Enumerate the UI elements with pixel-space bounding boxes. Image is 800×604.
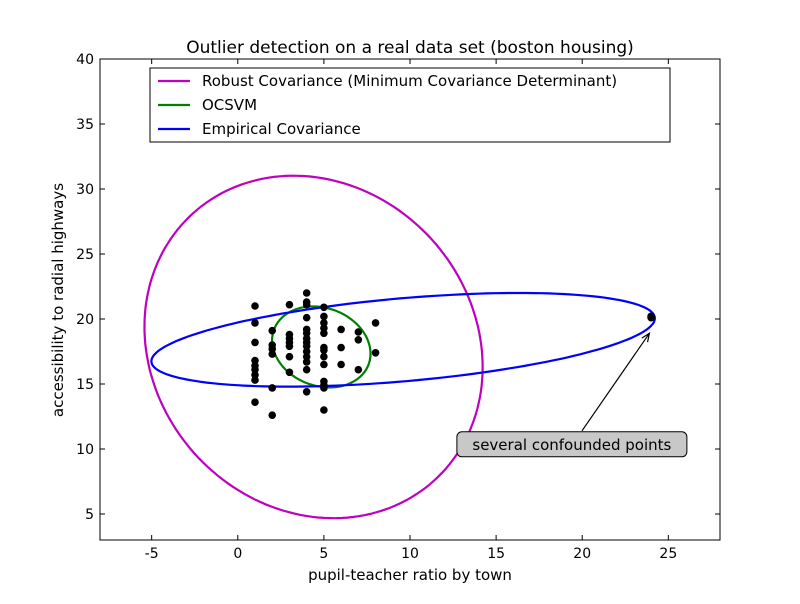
arrow-head — [641, 332, 651, 343]
x-tick-label: 20 — [573, 546, 591, 562]
data-point — [302, 342, 311, 351]
chart-title: Outlier detection on a real data set (bo… — [186, 38, 634, 58]
x-tick-label: -5 — [145, 546, 159, 562]
y-tick-label: 35 — [76, 117, 94, 133]
data-point — [320, 329, 328, 338]
data-point — [337, 325, 345, 334]
data-point — [268, 326, 277, 335]
data-point — [251, 302, 259, 310]
ellipse-series-2 — [150, 291, 656, 388]
data-point — [302, 289, 311, 297]
x-tick-label: 10 — [401, 546, 419, 562]
data-point — [354, 365, 363, 374]
data-point — [251, 338, 259, 347]
data-point — [251, 365, 259, 374]
y-axis-label: accessibility to radial highways — [49, 183, 67, 417]
x-tick-label: 15 — [487, 546, 505, 562]
data-point — [320, 406, 328, 414]
data-point — [371, 349, 380, 357]
data-point — [302, 300, 311, 309]
y-tick-label: 5 — [85, 507, 94, 523]
data-point — [302, 358, 311, 366]
y-tick-label: 25 — [76, 247, 94, 263]
data-point — [320, 360, 328, 369]
y-tick-label: 30 — [76, 182, 94, 198]
data-point — [268, 350, 277, 358]
data-point — [302, 365, 311, 374]
data-point — [302, 352, 311, 361]
data-point — [251, 398, 259, 407]
legend-label: Empirical Covariance — [202, 120, 361, 138]
data-point — [337, 343, 345, 352]
data-point — [320, 384, 328, 392]
data-point — [320, 352, 328, 361]
x-tick-label: 25 — [659, 546, 677, 562]
data-point — [302, 388, 311, 396]
data-point — [354, 328, 363, 336]
annotation-arrow — [581, 332, 650, 432]
data-point — [647, 313, 655, 322]
data-point — [302, 347, 311, 356]
data-point — [268, 411, 277, 420]
data-point — [320, 346, 328, 355]
legend-box — [149, 67, 671, 143]
data-point — [285, 342, 294, 351]
data-point — [268, 384, 277, 392]
data-point — [354, 336, 363, 344]
ellipse-series-0 — [143, 174, 484, 520]
data-point — [251, 356, 259, 365]
x-axis-label: pupil-teacher ratio by town — [308, 566, 512, 584]
y-tick-label: 20 — [76, 312, 94, 328]
data-point — [251, 371, 259, 379]
annotation-box — [456, 431, 688, 458]
data-point — [302, 329, 311, 338]
data-point — [320, 319, 328, 327]
data-point — [371, 319, 380, 327]
annotation-text: several confounded points — [472, 436, 671, 454]
data-point — [320, 312, 328, 321]
data-point — [337, 360, 345, 369]
data-point — [268, 345, 277, 353]
data-point — [285, 352, 294, 361]
data-point — [251, 376, 259, 384]
y-tick-label: 40 — [76, 52, 94, 68]
data-point — [320, 324, 328, 332]
x-tick-label: 5 — [319, 546, 328, 562]
y-tick-label: 15 — [76, 377, 94, 393]
data-point — [285, 368, 294, 377]
data-point — [320, 303, 328, 312]
data-point — [285, 300, 294, 309]
x-tick-label: 0 — [233, 546, 242, 562]
legend: Robust Covariance (Minimum Covariance De… — [149, 67, 671, 143]
data-point — [302, 313, 311, 322]
data-point — [251, 319, 259, 327]
legend-label: Robust Covariance (Minimum Covariance De… — [202, 72, 617, 90]
legend-label: OCSVM — [202, 96, 257, 114]
y-tick-label: 10 — [76, 442, 94, 458]
